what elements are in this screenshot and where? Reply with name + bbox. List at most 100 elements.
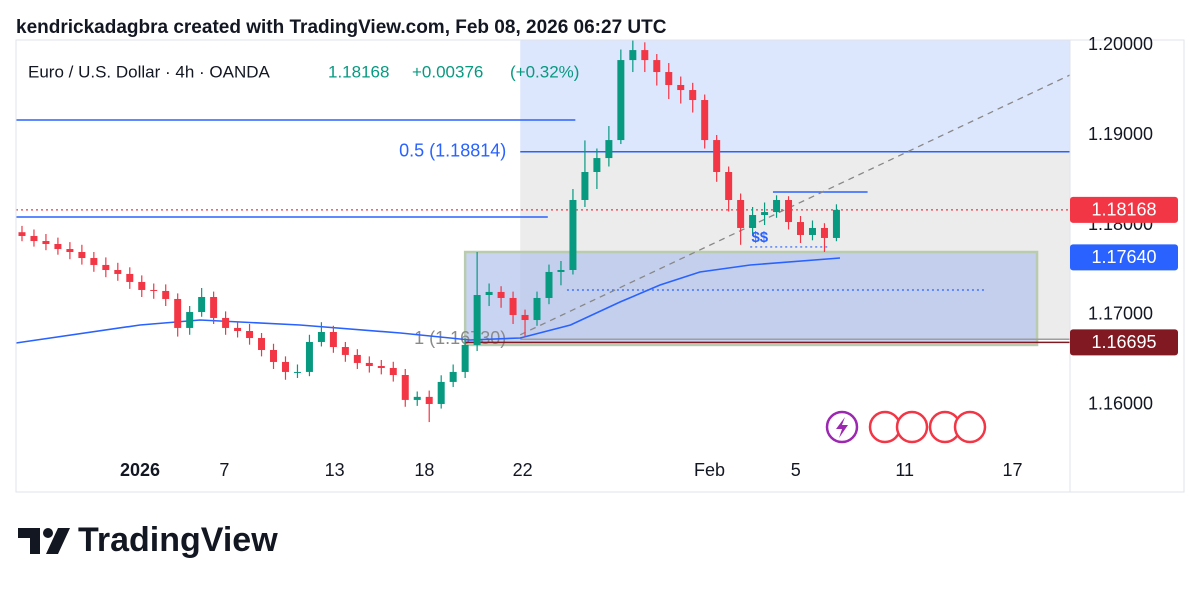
candle-body [701,100,709,141]
candle-body [449,371,457,382]
candle-body [689,90,697,101]
candle-body [605,140,613,159]
flag-icon [868,410,902,444]
candle-body [485,291,493,296]
price-tag [1070,196,1178,223]
candle-body [341,347,349,355]
candle-body [773,199,781,213]
zone [520,40,1070,152]
candle-body [569,199,577,270]
price-tag-label: 1.18168 [1091,200,1156,220]
candle-body [138,281,146,290]
candle-body [749,215,757,228]
candle-body [102,264,110,270]
candle-body [377,366,385,368]
candle-body [114,269,122,274]
candle-body [30,235,38,242]
candle-body [797,222,805,235]
x-tick-label: 22 [513,460,533,480]
candle-body [210,296,218,318]
brand-logo [18,528,70,554]
candle-body [629,50,637,61]
candle-body [785,199,793,223]
candle-body [54,243,62,250]
candle-body [820,227,828,238]
frame [15,39,1185,493]
y-tick-label: 1.16000 [1088,394,1153,414]
candle-body [18,232,26,236]
candle-body [126,273,134,282]
candle-body [78,251,86,259]
candle-body [509,297,517,315]
price-tag-label: 1.17640 [1091,247,1156,267]
candle-body [186,312,194,328]
annotation: $$ [751,229,768,246]
legend-change-pct: (+0.32%) [510,62,579,81]
candle-body [365,362,373,367]
candle-body [653,60,661,73]
price-tag [1070,329,1178,356]
candle-body [832,209,840,238]
y-tick-label: 1.20000 [1088,34,1153,54]
candle-body [545,271,553,298]
zone [463,250,1039,347]
brand-name: TradingView [78,521,278,559]
candle-body [461,344,469,372]
candle-body [437,381,445,404]
candle-body [641,50,649,61]
x-tick-label: 7 [219,460,229,480]
trend-line [519,74,1071,336]
candle-body [677,84,685,91]
chart-title: kendrickadagbra created with TradingView… [16,17,667,38]
candle-body [258,338,266,350]
flag-icon [895,410,929,444]
candle-body [329,331,337,348]
logo-shape [46,528,70,554]
legend-symbol: Euro / U.S. Dollar · 4h · OANDA [28,62,271,81]
x-tick-label: 18 [414,460,434,480]
candle-body [521,314,529,321]
candle-body [198,296,206,313]
x-tick-label: 2026 [120,460,160,480]
candle-body [761,212,769,216]
candle-body [665,72,673,85]
candle-body [425,396,433,404]
candle-body [413,396,421,400]
x-tick-label: 11 [895,460,914,480]
candle-body [174,298,182,328]
candle-body [317,331,325,342]
candle-body [234,327,242,332]
candle-body [593,158,601,173]
candle-body [150,289,158,291]
legend-last: 1.18168 [328,62,389,81]
candle-body [293,371,301,373]
logo-dot [43,528,53,538]
lightning-icon [836,417,848,438]
x-tick-label: 17 [1002,460,1022,480]
candle-body [533,297,541,321]
level-label: 1 (1.16730) [414,328,506,348]
candle-body [66,249,74,252]
candle-body [305,341,313,372]
candle-body [497,291,505,298]
moving-average [15,257,841,344]
candle-body [42,241,50,244]
level-label: 0.5 (1.18814) [399,141,506,161]
candle-body [222,317,230,328]
candle-body [281,361,289,372]
candle-body [270,349,278,362]
candle-body [808,227,816,235]
candle-body [389,367,397,376]
candle-body [617,60,625,141]
candle-body [90,258,98,265]
logo-shape [18,528,40,554]
x-tick-label: Feb [694,460,725,480]
y-tick-label: 1.17000 [1088,304,1153,324]
x-tick-label: 5 [791,460,801,480]
candle-body [725,172,733,200]
candle-body [162,290,170,299]
x-tick-label: 13 [325,460,345,480]
candle-body [353,354,361,363]
